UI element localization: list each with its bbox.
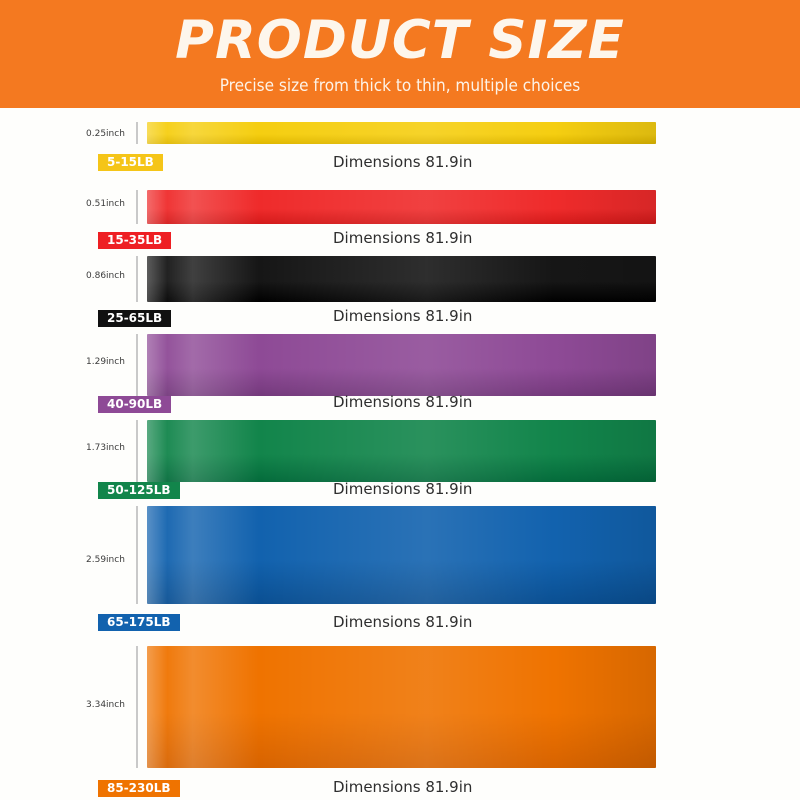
thickness-label: 1.29inch — [86, 357, 125, 367]
resistance-band — [147, 646, 656, 768]
resistance-badge: 65-175LB — [98, 614, 180, 631]
measure-bracket — [136, 122, 138, 144]
thickness-label: 0.25inch — [86, 129, 125, 139]
resistance-band — [147, 190, 656, 224]
resistance-band — [147, 122, 656, 144]
band-gloss — [147, 506, 656, 604]
resistance-badge: 25-65LB — [98, 310, 172, 327]
dimensions-label: Dimensions 81.9in — [333, 778, 473, 796]
resistance-badge: 15-35LB — [98, 232, 172, 249]
measure-bracket — [136, 506, 138, 604]
resistance-band — [147, 506, 656, 604]
band-gloss — [147, 420, 656, 482]
measure-bracket — [136, 256, 138, 302]
page-title: PRODUCT SIZE — [175, 10, 625, 71]
page-subtitle: Precise size from thick to thin, multipl… — [219, 76, 581, 96]
resistance-badge: 5-15LB — [98, 154, 163, 171]
measure-bracket — [136, 646, 138, 768]
band-gloss — [147, 190, 656, 224]
thickness-label: 0.86inch — [86, 271, 125, 281]
thickness-label: 2.59inch — [86, 555, 125, 565]
dimensions-label: Dimensions 81.9in — [333, 393, 473, 411]
dimensions-label: Dimensions 81.9in — [333, 307, 473, 325]
band-gloss — [147, 256, 656, 302]
band-gloss — [147, 646, 656, 768]
thickness-label: 0.51inch — [86, 199, 125, 209]
resistance-badge: 85-230LB — [98, 780, 180, 797]
thickness-label: 3.34inch — [86, 700, 125, 710]
dimensions-label: Dimensions 81.9in — [333, 229, 473, 247]
thickness-label: 1.73inch — [86, 443, 125, 453]
band-gloss — [147, 122, 656, 144]
resistance-band — [147, 420, 656, 482]
band-gloss — [147, 334, 656, 396]
resistance-band — [147, 256, 656, 302]
measure-bracket — [136, 420, 138, 482]
dimensions-label: Dimensions 81.9in — [333, 613, 473, 631]
dimensions-label: Dimensions 81.9in — [333, 480, 473, 498]
size-chart: 0.25inch 5-15LB Dimensions 81.9in 0.51inch 1… — [0, 108, 800, 800]
dimensions-label: Dimensions 81.9in — [333, 153, 473, 171]
resistance-badge: 40-90LB — [98, 396, 172, 413]
measure-bracket — [136, 334, 138, 396]
measure-bracket — [136, 190, 138, 224]
resistance-band — [147, 334, 656, 396]
resistance-badge: 50-125LB — [98, 482, 180, 499]
header-banner: PRODUCT SIZE Precise size from thick to … — [0, 0, 800, 108]
